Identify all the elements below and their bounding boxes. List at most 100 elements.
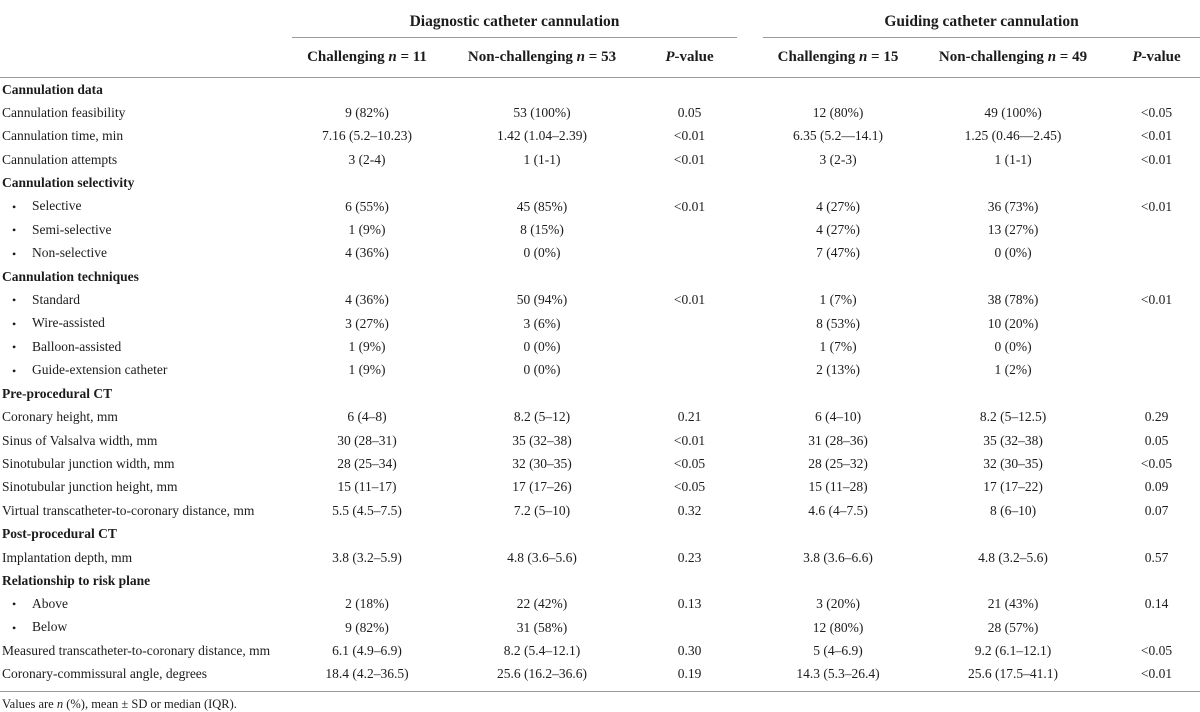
row-label: Coronary height, mm — [0, 405, 292, 428]
table-body: Cannulation data Cannulation feasibility 9… — [0, 78, 1200, 687]
cell-value: 2 (13%) — [816, 362, 860, 378]
cell-value: 1 (7%) — [819, 338, 857, 354]
cell-value: 25.6 (17.5–41.1) — [968, 666, 1059, 682]
table-row: Coronary-commissural angle, degrees 18.4 … — [0, 663, 1200, 686]
label-column-spacer — [0, 0, 292, 38]
cell-value: 9 (82%) — [345, 619, 389, 635]
table-row: • Non-selective 4 (36%) 0 (0%) 7 (47%) 0 (0%) — [0, 242, 1200, 265]
row-label-text: Cannulation feasibility — [2, 105, 126, 121]
cell-value: 6 (4–8) — [347, 409, 387, 425]
column-gap — [737, 101, 763, 124]
table-row: • Balloon-assisted 1 (9%) 0 (0%) 1 (7%) 0 (0%… — [0, 335, 1200, 358]
cell-value: 0 (0%) — [523, 338, 561, 354]
cell-value: 8 (15%) — [520, 222, 564, 238]
bullet-icon: • — [12, 223, 17, 238]
cell-value: 3 (2-3) — [819, 151, 857, 167]
cell-value: 1.42 (1.04–2.39) — [497, 128, 587, 144]
row-label-text: Cannulation time, min — [2, 128, 124, 144]
column-gap — [737, 37, 764, 78]
column-gap — [737, 616, 763, 639]
cell-value: 28 (25–34) — [337, 455, 397, 471]
cell-value: 0.23 — [677, 549, 702, 565]
table-row: • Guide-extension catheter 1 (9%) 0 (0%) 2 (… — [0, 359, 1200, 382]
section-row: Cannulation data — [0, 78, 1200, 102]
cell-value: 14.3 (5.3–26.4) — [796, 666, 880, 682]
cell-value: 7 (47%) — [816, 245, 860, 261]
cell-value: 30 (28–31) — [337, 432, 397, 448]
cell-value: <0.01 — [673, 198, 706, 214]
cell-value: 0.19 — [677, 666, 702, 682]
table-row: • Above 2 (18%) 22 (42%) 0.13 3 (20%) 21 (43%)… — [0, 593, 1200, 616]
cell-value: 1 (1-1) — [523, 151, 561, 167]
table-row: • Below 9 (82%) 31 (58%) 12 (80%) 28 (57%) — [0, 616, 1200, 639]
cell-value — [1113, 335, 1200, 358]
row-label-text: Semi-selective — [32, 221, 112, 237]
column-gap — [737, 289, 763, 312]
row-label: • Balloon-assisted — [0, 335, 292, 358]
row-label: • Above — [0, 593, 292, 616]
cell-value: <0.01 — [1140, 292, 1173, 308]
cell-value: 1 (7%) — [819, 292, 857, 308]
column-header-pvalue-diagnostic: P-value — [642, 37, 738, 78]
row-label-text: Wire-assisted — [32, 315, 105, 331]
column-gap — [737, 359, 763, 382]
cell-value: 9.2 (6.1–12.1) — [974, 643, 1052, 659]
table-row: Measured transcatheter-to-coronary dista… — [0, 639, 1200, 662]
section-row: Pre-procedural CT — [0, 382, 1200, 405]
row-label-text: Standard — [32, 292, 80, 307]
cell-value: 3.8 (3.6–6.6) — [803, 549, 873, 565]
cell-value — [642, 218, 737, 241]
cell-value: 1 (9%) — [348, 362, 386, 378]
cell-value: 0.57 — [1144, 549, 1169, 565]
cell-value: 0.29 — [1144, 409, 1169, 425]
section-row: Post-procedural CT — [0, 522, 1200, 545]
cell-value: 1.25 (0.46—2.45) — [964, 128, 1062, 144]
row-label-text: Cannulation attempts — [2, 151, 118, 167]
cell-value: 8 (53%) — [816, 315, 860, 331]
column-gap — [737, 148, 763, 171]
cell-value: 12 (80%) — [812, 619, 864, 635]
cell-value: 3 (20%) — [816, 596, 860, 612]
cell-value — [642, 312, 737, 335]
cell-value: 2 (18%) — [345, 596, 389, 612]
cell-value: <0.05 — [673, 479, 706, 495]
section-label: Relationship to risk plane — [2, 572, 151, 588]
column-gap — [737, 639, 763, 662]
cell-value: 3 (27%) — [345, 315, 389, 331]
row-label-text: Balloon-assisted — [32, 338, 122, 354]
cell-value: <0.01 — [673, 292, 706, 308]
cell-value: 28 (25–32) — [808, 455, 868, 471]
row-label-text: Below — [32, 619, 68, 635]
row-label: • Semi-selective — [0, 218, 292, 241]
cell-value — [642, 242, 737, 265]
row-label: • Selective — [0, 195, 292, 218]
cell-value: 36 (73%) — [987, 198, 1039, 214]
cell-value: 0.05 — [1144, 432, 1169, 448]
cell-value: 6.1 (4.9–6.9) — [332, 643, 402, 659]
section-label: Pre-procedural CT — [2, 385, 113, 401]
row-label: Cannulation time, min — [0, 125, 292, 148]
section-row: Cannulation selectivity — [0, 172, 1200, 195]
cell-value: 7.16 (5.2–10.23) — [322, 128, 412, 144]
cell-value: 5.5 (4.5–7.5) — [332, 502, 402, 518]
cell-value: 35 (32–38) — [983, 432, 1043, 448]
section-label: Post-procedural CT — [2, 526, 117, 542]
row-label: Cannulation attempts — [0, 148, 292, 171]
cell-value: 8.2 (5–12) — [513, 409, 571, 425]
cell-value: 12 (80%) — [812, 105, 864, 121]
cell-value: 31 (58%) — [516, 619, 568, 635]
column-gap — [737, 195, 763, 218]
column-gap — [737, 312, 763, 335]
cell-value: 8.2 (5.4–12.1) — [503, 643, 581, 659]
cell-value: 0.14 — [1144, 596, 1169, 612]
table-row: Virtual transcatheter-to-coronary distan… — [0, 499, 1200, 522]
cell-value: 49 (100%) — [984, 105, 1042, 121]
cell-value: <0.05 — [673, 455, 706, 471]
bullet-icon: • — [12, 316, 17, 331]
row-label: Virtual transcatheter-to-coronary distan… — [0, 499, 292, 522]
column-gap — [737, 546, 763, 569]
table-row: • Wire-assisted 3 (27%) 3 (6%) 8 (53%) 10 (20… — [0, 312, 1200, 335]
table-row: Sinus of Valsalva width, mm 30 (28–31) 35 … — [0, 429, 1200, 452]
cell-value: 0 (0%) — [523, 245, 561, 261]
cell-value: 3.8 (3.2–5.9) — [332, 549, 402, 565]
